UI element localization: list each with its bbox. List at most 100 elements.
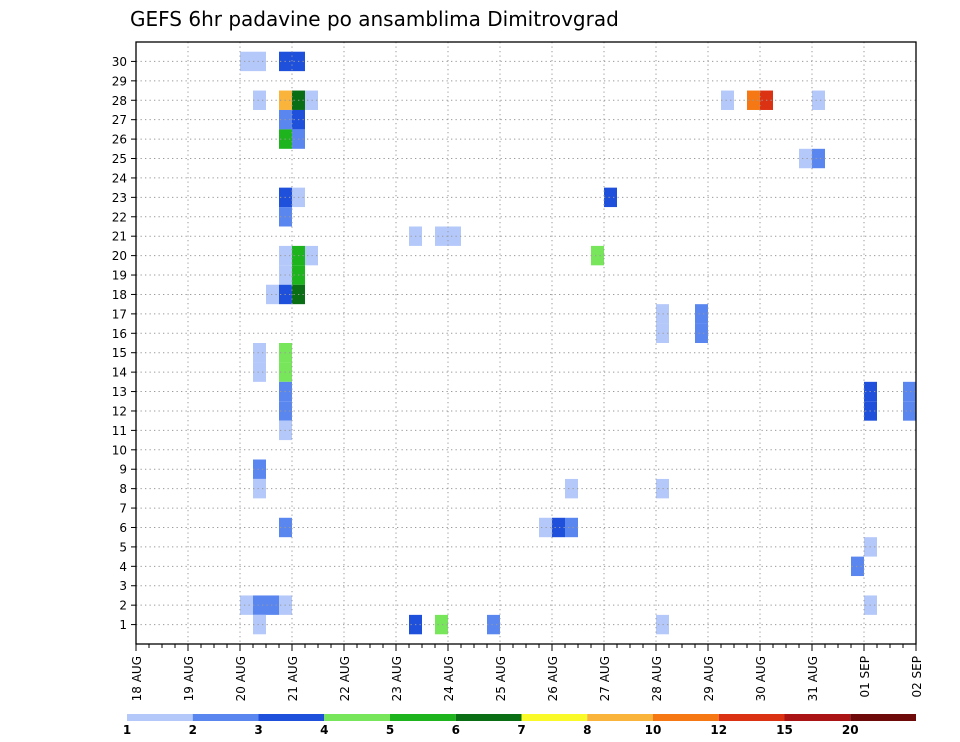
plot-frame [135, 41, 917, 645]
y-tick-label: 13 [112, 385, 127, 399]
heatmap-cell [253, 343, 266, 363]
colorbar-tick-label: 12 [710, 723, 727, 737]
heatmap-cell [253, 51, 266, 72]
heatmap-cell [448, 226, 461, 246]
y-tick-label: 8 [119, 482, 127, 496]
colorbar-segment [784, 714, 851, 721]
y-tick-label: 17 [112, 307, 127, 321]
y-tick-label: 9 [119, 463, 127, 477]
heatmap-cell [266, 595, 279, 615]
y-tick-label: 7 [119, 502, 127, 516]
x-tick-label: 26 AUG [546, 656, 560, 701]
y-tick-label: 12 [112, 404, 127, 418]
y-tick-label: 20 [112, 249, 127, 263]
y-tick-label: 19 [112, 269, 127, 283]
x-tick-label: 22 AUG [338, 656, 352, 701]
heatmap-cell [435, 614, 448, 635]
x-tick-label: 23 AUG [390, 656, 404, 701]
colorbar: 1 2 3 4 5 6 7 8 10 12 15 20 [123, 714, 916, 737]
x-tick-label: 01 SEP [858, 656, 872, 698]
heatmap-cell [565, 517, 578, 538]
y-tick-label: 22 [112, 210, 127, 224]
colorbar-segment [455, 714, 522, 721]
colorbar-segment [653, 714, 719, 721]
x-tick-label: 28 AUG [650, 656, 664, 701]
x-tick-label: 31 AUG [806, 656, 820, 701]
y-tick-label: 25 [112, 152, 127, 166]
y-tick-label: 14 [112, 366, 127, 380]
x-axis-ticks: 18 AUG 19 AUG 20 AUG 21 AUG 22 AUG 23 AUG 24 A… [130, 644, 924, 701]
y-tick-label: 2 [119, 599, 127, 613]
y-tick-label: 3 [119, 579, 127, 593]
colorbar-tick-label: 15 [776, 723, 793, 737]
heatmap-cell [851, 556, 864, 577]
colorbar-tick-label: 4 [320, 723, 328, 737]
y-tick-label: 21 [112, 230, 127, 244]
y-tick-label: 16 [112, 327, 127, 341]
colorbar-segment [850, 714, 916, 721]
heatmap-cell [591, 245, 604, 266]
heatmap-cell [565, 478, 578, 499]
heatmap-cell [266, 284, 279, 305]
colorbar-tick-label: 20 [842, 723, 859, 737]
y-tick-label: 6 [119, 521, 127, 535]
colorbar-tick-label: 5 [386, 723, 394, 737]
y-tick-label: 24 [112, 171, 127, 185]
heatmap-cell [812, 90, 825, 110]
x-tick-label: 27 AUG [598, 656, 612, 701]
heatmap-cell [253, 595, 266, 615]
y-tick-label: 30 [112, 55, 127, 69]
colorbar-segment [521, 714, 588, 721]
heatmap-cell [253, 90, 266, 110]
colorbar-segment [192, 714, 259, 721]
colorbar-segment [258, 714, 325, 721]
y-tick-label: 28 [112, 94, 127, 108]
x-tick-label: 24 AUG [442, 656, 456, 701]
heatmap-cell [695, 304, 708, 324]
y-tick-label: 1 [119, 618, 127, 632]
x-tick-label: 18 AUG [130, 656, 144, 701]
heatmap-cell [695, 323, 708, 343]
heatmap-cell [721, 90, 734, 110]
heatmap-cell [240, 51, 253, 72]
y-axis-ticks: 1234567891011121314151617181920212223242… [112, 55, 136, 632]
heatmap-cell [253, 362, 266, 382]
heatmap-cell [903, 401, 916, 421]
y-tick-label: 4 [119, 560, 127, 574]
colorbar-segment [324, 714, 390, 721]
x-tick-label: 29 AUG [702, 656, 716, 701]
heatmap-cell [253, 478, 266, 499]
heatmap-cell [604, 187, 617, 208]
heatmap-cell [487, 614, 500, 635]
x-tick-label: 02 SEP [910, 656, 924, 698]
heatmap-cell [903, 381, 916, 402]
heatmap-cell [435, 226, 448, 246]
x-tick-label: 30 AUG [754, 656, 768, 701]
colorbar-segment [587, 714, 653, 721]
colorbar-tick-label: 6 [452, 723, 460, 737]
heatmap-cell [552, 517, 565, 538]
y-tick-label: 26 [112, 133, 127, 147]
colorbar-segment [718, 714, 785, 721]
colorbar-tick-label: 7 [517, 723, 525, 737]
colorbar-segment [390, 714, 456, 721]
y-tick-label: 23 [112, 191, 127, 205]
heatmap-cell [253, 459, 266, 479]
colorbar-tick-label: 3 [254, 723, 262, 737]
y-tick-label: 10 [112, 443, 127, 457]
x-tick-label: 25 AUG [494, 656, 508, 701]
y-tick-label: 29 [112, 74, 127, 88]
x-tick-label: 19 AUG [182, 656, 196, 701]
y-tick-label: 5 [119, 540, 127, 554]
y-tick-label: 11 [112, 424, 127, 438]
y-tick-label: 18 [112, 288, 127, 302]
colorbar-tick-label: 8 [583, 723, 591, 737]
heatmap-cell [812, 148, 825, 169]
chart-title: GEFS 6hr padavine po ansamblima Dimitrov… [130, 7, 619, 31]
colorbar-tick-label: 10 [645, 723, 662, 737]
y-tick-label: 15 [112, 346, 127, 360]
heatmap-cell [799, 148, 812, 169]
heatmap-cell [240, 595, 253, 615]
heatmap-cell [253, 614, 266, 635]
